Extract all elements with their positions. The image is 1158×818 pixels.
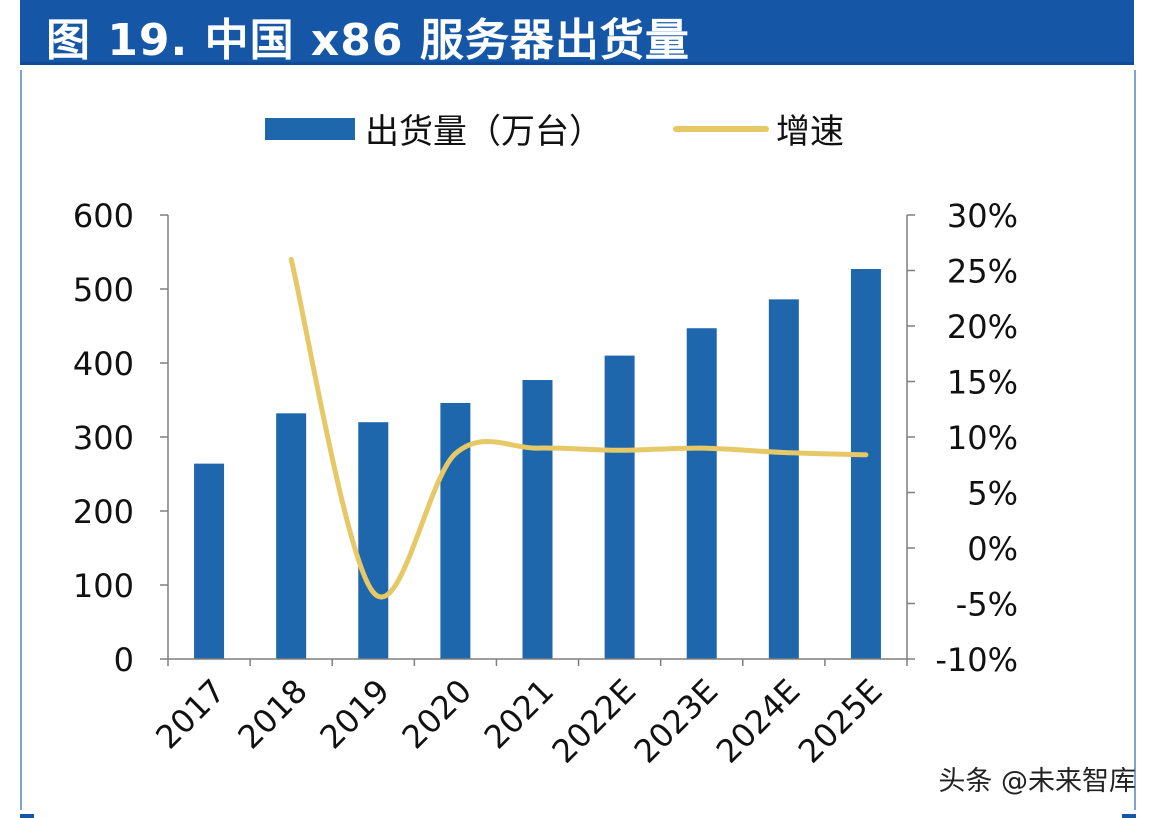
x-tick-label: 2023E	[627, 672, 726, 771]
page-title: 图 19. 中国 x86 服务器出货量	[46, 15, 690, 66]
bar-2020	[440, 402, 471, 659]
left-tick-label: 500	[73, 271, 134, 309]
x-tick-label: 2022E	[545, 672, 644, 771]
left-tick-label: 600	[73, 197, 134, 235]
x-tick-label: 2025E	[791, 672, 890, 771]
legend-label-shipments: 出货量（万台）	[365, 112, 603, 152]
x-tick-label: 2020	[395, 672, 479, 756]
bottom-right-mark	[1122, 814, 1136, 818]
source-watermark: 头条 @未来智库	[938, 766, 1136, 797]
right-tick-label: -5%	[956, 586, 1018, 624]
bar-2025E	[850, 269, 881, 659]
right-tick-label: 25%	[947, 253, 1018, 291]
left-tick-label: 0	[114, 641, 134, 679]
bar-2019	[358, 422, 389, 659]
bottom-left-mark	[20, 814, 34, 818]
right-tick-label: 30%	[947, 197, 1018, 235]
left-tick-label: 300	[73, 419, 134, 457]
growth-rate-line	[288, 256, 869, 600]
legend-label-growth: 增速	[776, 112, 844, 152]
legend-swatch-bar	[265, 118, 355, 140]
right-tick-label: 0%	[967, 530, 1018, 568]
left-frame-rule	[20, 70, 22, 810]
bar-2022E	[604, 355, 635, 659]
x-tick-label: 2017	[148, 672, 232, 756]
bar-2024E	[768, 299, 799, 659]
bar-2021	[522, 380, 553, 659]
right-tick-label: 5%	[967, 475, 1018, 513]
x-tick-label: 2024E	[709, 672, 808, 771]
x-tick-label: 2018	[230, 672, 314, 756]
right-tick-label: 20%	[947, 308, 1018, 346]
x-tick-label: 2019	[312, 672, 396, 756]
right-tick-label: 15%	[947, 364, 1018, 402]
left-tick-label: 200	[73, 493, 134, 531]
left-tick-label: 400	[73, 345, 134, 383]
bar-2023E	[686, 328, 717, 659]
left-tick-label: 100	[73, 567, 134, 605]
bar-2017	[194, 463, 225, 659]
bar-2018	[276, 413, 307, 659]
right-tick-label: 10%	[947, 419, 1018, 457]
right-tick-label: -10%	[935, 641, 1018, 679]
title-bar: 图 19. 中国 x86 服务器出货量	[20, 0, 1134, 66]
right-frame-rule	[1134, 70, 1136, 810]
